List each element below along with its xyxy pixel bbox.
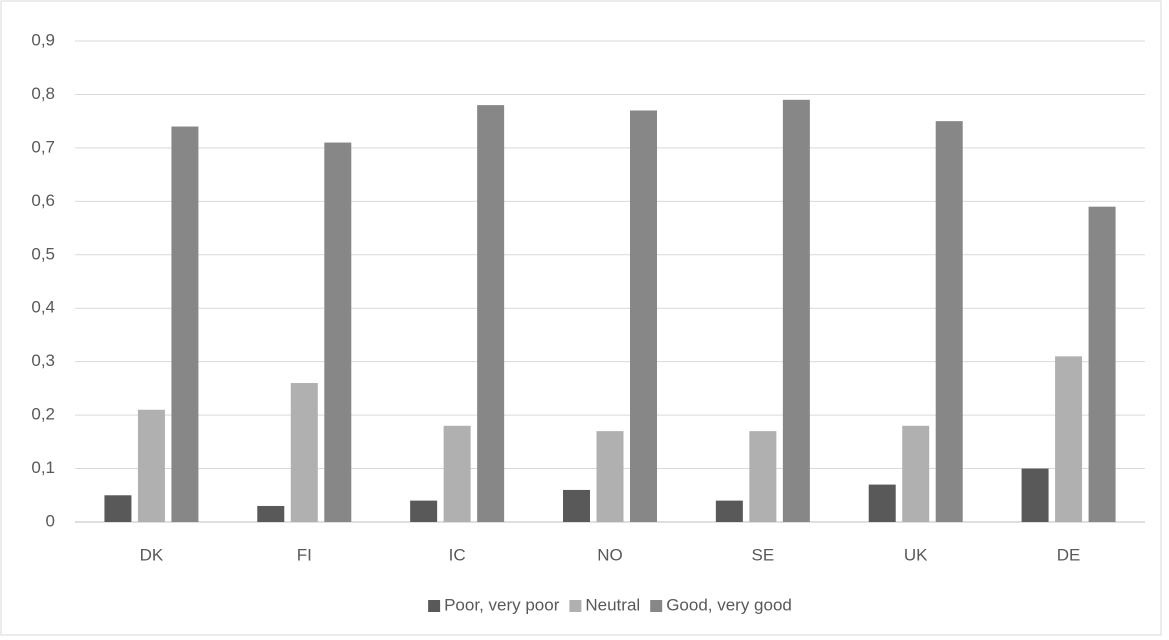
bar (137, 409, 165, 522)
x-tick-label: UK (904, 545, 928, 564)
bar (630, 110, 657, 522)
y-tick-label: 0,5 (31, 244, 55, 263)
bar (596, 431, 624, 522)
bar (1088, 206, 1116, 522)
x-tick-label: FI (297, 545, 312, 564)
bar (902, 425, 930, 522)
bar (104, 495, 132, 522)
bar (1055, 356, 1083, 522)
bar (171, 126, 199, 522)
bar (715, 500, 743, 522)
bar (290, 383, 318, 522)
legend-swatch (569, 600, 582, 612)
y-tick-label: 0,6 (31, 191, 55, 210)
bar (410, 500, 438, 522)
y-tick-label: 0,3 (31, 351, 55, 370)
bar (324, 142, 352, 523)
bar (935, 121, 963, 523)
bar (257, 505, 285, 522)
x-tick-label: IC (449, 545, 466, 564)
legend-label: Good, very good (666, 595, 792, 614)
y-tick-label: 0,1 (31, 458, 55, 477)
y-tick-label: 0,8 (31, 84, 55, 103)
bar (749, 431, 777, 522)
bar (782, 99, 810, 523)
y-tick-label: 0,4 (31, 298, 55, 317)
bar (443, 425, 471, 522)
y-tick-label: 0,9 (31, 30, 55, 49)
y-tick-label: 0 (46, 511, 55, 530)
y-tick-label: 0,7 (31, 137, 55, 156)
legend-label: Poor, very poor (444, 595, 560, 614)
x-tick-label: NO (597, 545, 623, 564)
bar (477, 105, 505, 522)
legend-swatch (650, 600, 663, 612)
legend-label: Neutral (585, 595, 640, 614)
x-tick-label: SE (752, 545, 775, 564)
x-tick-label: DK (140, 545, 164, 564)
bar (868, 484, 896, 522)
legend-swatch (428, 600, 441, 612)
y-tick-label: 0,2 (31, 405, 55, 424)
x-tick-label: DE (1057, 545, 1081, 564)
bar (1021, 468, 1049, 522)
bar (563, 489, 590, 522)
